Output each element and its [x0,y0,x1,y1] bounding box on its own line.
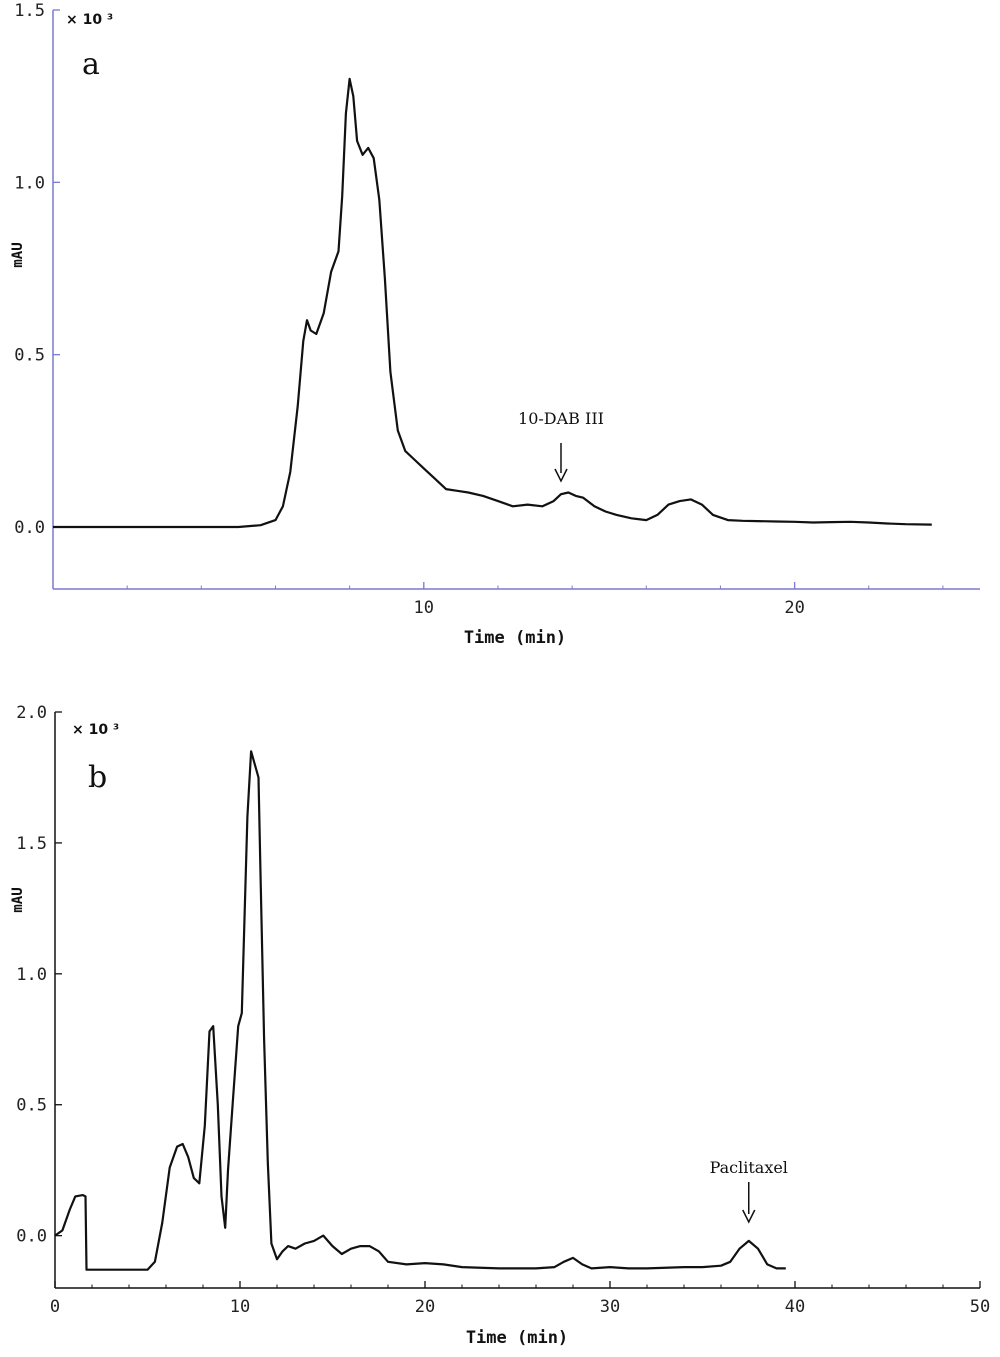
x-ticks-b: 0 10 20 30 40 50 [50,1281,990,1317]
y-tick-label: 1.0 [16,965,47,985]
x-tick-label: 10 [414,598,434,618]
y-ticks-a: 0.0 0.5 1.0 1.5 [14,1,60,538]
panel-label-a: a [82,47,100,82]
y-ticks-b: 0.0 0.5 1.0 1.5 2.0 [16,703,62,1247]
annotation-10-dab-iii: 10-DAB III [518,409,604,428]
y-tick-label: 1.5 [14,1,45,21]
y-tick-label: 0.0 [14,518,45,538]
y-tick-label: 1.5 [16,834,47,854]
y-tick-label: 0.5 [16,1096,47,1116]
series-line-a [53,77,932,529]
y-tick-label: 0.5 [14,346,45,366]
annotation-arrow-a [554,443,568,483]
chromatogram-panel-a: 0.0 0.5 1.0 1.5 10 20 × 10 ³ a mAU Time (min… [10,1,980,648]
arrow-head [742,1209,756,1224]
x-tick-label: 20 [784,598,804,618]
chromatogram-panel-b: 0.0 0.5 1.0 1.5 2.0 0 10 20 30 40 50 × 10 ³ b mAU… [10,703,990,1348]
y-axis-label-a: mAU [10,242,26,267]
x-ticks-a: 10 20 [52,582,944,618]
x-axis-label-a: Time (min) [464,628,566,648]
annotation-arrow-b [742,1182,756,1224]
panel-label-b: b [88,760,107,795]
arrow-head [554,468,568,483]
x-tick-label: 50 [970,1297,990,1317]
annotation-paclitaxel: Paclitaxel [710,1158,788,1177]
multiplier-b: × 10 ³ [72,722,119,738]
y-axis-label-b: mAU [10,887,26,912]
x-tick-label: 0 [50,1297,60,1317]
x-tick-label: 30 [600,1297,620,1317]
y-tick-label: 0.0 [16,1227,47,1247]
series-line-b [54,750,786,1271]
y-tick-label: 1.0 [14,173,45,193]
multiplier-a: × 10 ³ [66,12,113,28]
y-tick-label: 2.0 [16,703,47,723]
x-axis-label-b: Time (min) [466,1328,568,1348]
x-tick-label: 10 [230,1297,250,1317]
x-tick-label: 40 [785,1297,805,1317]
x-tick-label: 20 [415,1297,435,1317]
